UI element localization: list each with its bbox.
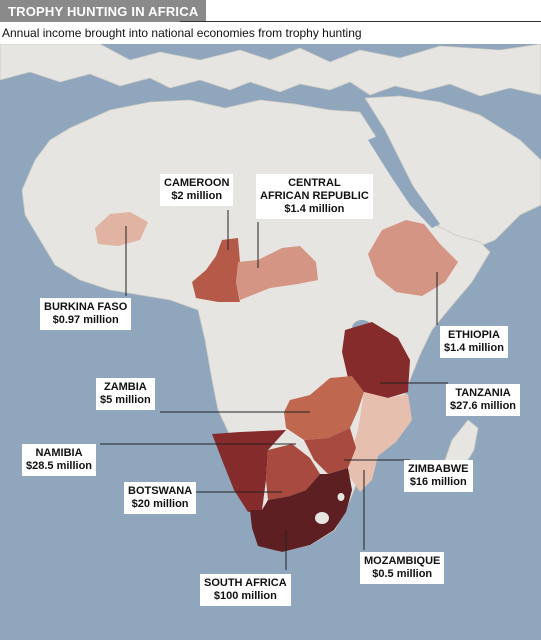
title-rule (180, 21, 541, 22)
label-burkina-value: $0.97 million (52, 314, 119, 326)
label-botswana-name: BOTSWANA (128, 485, 193, 497)
label-zimbabwe: ZIMBABWE $16 million (404, 460, 473, 492)
label-botswana-value: $20 million (131, 498, 189, 510)
label-burkina-name: BURKINA FASO (44, 301, 128, 313)
label-zambia-name: ZAMBIA (103, 381, 147, 393)
label-south-africa-value: $100 million (213, 590, 277, 602)
label-tanzania-name: TANZANIA (455, 387, 511, 399)
label-mozambique-value: $0.5 million (372, 568, 433, 580)
label-car-value: $1.4 million (284, 203, 345, 215)
country-mozambique (348, 392, 412, 492)
country-namibia (212, 430, 286, 512)
label-cameroon: CAMEROON $2 million (160, 174, 234, 206)
label-cameroon-value: $2 million (171, 190, 223, 202)
label-namibia-name: NAMIBIA (35, 447, 83, 459)
label-ethiopia-name: ETHIOPIA (447, 329, 500, 341)
label-car-name-line1: CENTRAL (288, 177, 341, 189)
label-car-name-line2: AFRICAN REPUBLIC (260, 190, 369, 202)
label-zambia-value: $5 million (100, 394, 151, 406)
label-namibia-value: $28.5 million (26, 460, 93, 472)
country-zimbabwe (304, 428, 356, 474)
country-car (236, 246, 318, 300)
label-tanzania: TANZANIA $27.6 million (446, 384, 521, 416)
map-title: TROPHY HUNTING IN AFRICA (0, 0, 207, 22)
label-south-africa: SOUTH AFRICA $100 million (200, 574, 291, 606)
leader-lines (100, 210, 448, 570)
label-ethiopia: ETHIOPIA $1.4 million (440, 326, 508, 358)
label-car: CENTRAL AFRICAN REPUBLIC $1.4 million (256, 174, 373, 219)
label-tanzania-value: $27.6 million (450, 400, 517, 412)
country-south-africa (250, 468, 352, 552)
country-zambia (284, 376, 364, 440)
country-cameroon (192, 238, 240, 302)
label-cameroon-name: CAMEROON (164, 177, 230, 189)
red-sea (368, 135, 440, 228)
label-south-africa-name: SOUTH AFRICA (204, 577, 287, 589)
label-zimbabwe-value: $16 million (409, 476, 467, 488)
swaziland (337, 493, 345, 501)
arabia-landmass (364, 95, 541, 251)
label-namibia: NAMIBIA $28.5 million (22, 444, 97, 476)
map-subtitle: Annual income brought into national econ… (2, 26, 362, 40)
label-mozambique: MOZAMBIQUE $0.5 million (360, 552, 445, 584)
lesotho (315, 512, 329, 524)
europe-landmass (0, 44, 541, 97)
label-botswana: BOTSWANA $20 million (124, 482, 197, 514)
label-burkina-faso: BURKINA FASO $0.97 million (40, 298, 132, 330)
label-zimbabwe-name: ZIMBABWE (408, 463, 469, 475)
country-tanzania (342, 322, 410, 398)
country-burkina-faso (95, 212, 148, 246)
country-ethiopia (368, 220, 458, 296)
label-ethiopia-value: $1.4 million (444, 342, 504, 354)
label-zambia: ZAMBIA $5 million (96, 378, 155, 410)
country-botswana (266, 444, 320, 500)
label-mozambique-name: MOZAMBIQUE (364, 555, 441, 567)
